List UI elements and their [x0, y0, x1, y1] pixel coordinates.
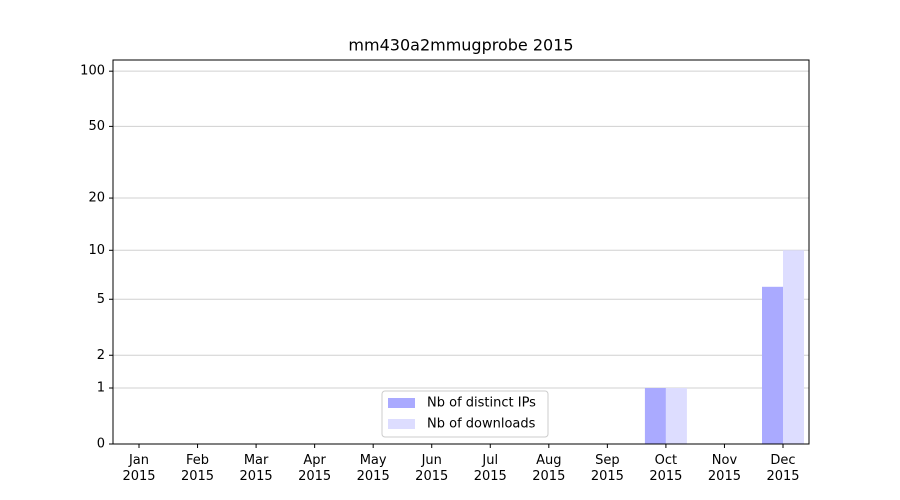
legend-label: Nb of downloads: [427, 417, 536, 432]
x-tick-label: Mar 2015: [239, 453, 273, 484]
y-tick-label: 20: [88, 191, 105, 206]
plot-frame: [112, 59, 810, 445]
y-tick-label: 100: [80, 64, 105, 79]
x-tick-label: May 2015: [356, 453, 390, 484]
x-tick-label: Apr 2015: [298, 453, 332, 484]
chart-title: mm430a2mmugprobe 2015: [348, 36, 573, 55]
legend: Nb of distinct IPs Nb of downloads: [381, 390, 549, 438]
y-tick-label: 1: [97, 381, 105, 396]
bar: [665, 388, 687, 444]
x-tick-label: Jun 2015: [415, 453, 449, 484]
legend-label: Nb of distinct IPs: [427, 396, 536, 411]
x-tick-label: Sep 2015: [590, 453, 624, 484]
x-tick-label: Aug 2015: [532, 453, 566, 484]
legend-swatch: [388, 419, 415, 429]
x-tick-label: Feb 2015: [180, 453, 215, 484]
x-tick-label: Dec 2015: [766, 453, 800, 484]
x-tick-label: Jul 2015: [473, 453, 507, 484]
y-tick-label: 10: [88, 243, 105, 258]
legend-frame: [381, 390, 549, 438]
y-tick-label: 5: [97, 292, 105, 307]
y-tick-label: 2: [97, 348, 105, 363]
bar: [644, 388, 666, 444]
legend-swatch: [388, 398, 415, 408]
x-tick-label: Nov 2015: [707, 453, 741, 484]
y-tick-label: 0: [97, 437, 105, 452]
bar: [783, 250, 804, 444]
x-tick-label: Jan 2015: [122, 453, 156, 484]
y-tick-label: 50: [88, 119, 105, 134]
bar: [762, 286, 783, 444]
x-tick-label: Oct 2015: [649, 453, 683, 484]
